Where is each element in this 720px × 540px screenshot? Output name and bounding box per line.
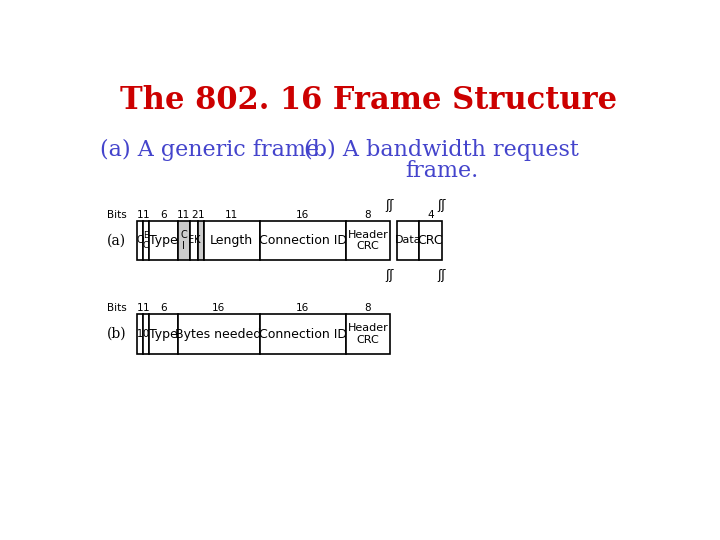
Text: 4: 4 (427, 210, 433, 220)
Text: 6: 6 (160, 210, 166, 220)
Text: 8: 8 (364, 210, 372, 220)
Text: 11: 11 (225, 210, 238, 220)
Text: Data: Data (395, 235, 421, 246)
Text: 16: 16 (212, 303, 225, 313)
Bar (260, 221, 346, 260)
Text: ʃʃ: ʃʃ (385, 268, 394, 281)
Bar (419, 221, 441, 260)
Text: CRC: CRC (418, 234, 444, 247)
Text: O: O (136, 235, 144, 246)
Text: ʃʃ: ʃʃ (385, 199, 394, 212)
Bar (138, 221, 143, 260)
Text: Header
CRC: Header CRC (348, 323, 388, 345)
Text: 16: 16 (296, 303, 310, 313)
Text: (b) A bandwidth request: (b) A bandwidth request (304, 139, 579, 161)
Bar (178, 221, 190, 260)
Text: 1: 1 (137, 329, 143, 339)
Bar (260, 314, 346, 354)
Text: Length: Length (210, 234, 253, 247)
Bar (204, 221, 260, 260)
Text: 16: 16 (296, 210, 310, 220)
Text: ʃʃ: ʃʃ (437, 199, 446, 212)
Bar (346, 314, 390, 354)
Text: 1: 1 (143, 303, 149, 313)
Text: Bits: Bits (107, 210, 126, 220)
Bar (198, 221, 204, 260)
Bar (143, 314, 148, 354)
Text: Type: Type (149, 234, 177, 247)
Text: Bits: Bits (107, 303, 126, 313)
Bar (138, 314, 143, 354)
Bar (190, 221, 198, 260)
Text: (b): (b) (107, 327, 126, 341)
Text: 1: 1 (137, 210, 143, 220)
Text: 1: 1 (198, 210, 204, 220)
Text: 6: 6 (160, 303, 166, 313)
Text: C
I: C I (181, 230, 187, 251)
Text: 1: 1 (137, 303, 143, 313)
Text: ʃʃ: ʃʃ (437, 268, 446, 281)
Text: Connection ID: Connection ID (259, 234, 347, 247)
Bar (346, 221, 390, 260)
Text: frame.: frame. (405, 160, 478, 182)
Text: E
C: E C (143, 231, 149, 250)
Text: 11: 11 (177, 210, 190, 220)
Text: Type: Type (149, 328, 177, 341)
Text: Bytes needed: Bytes needed (176, 328, 262, 341)
Bar (178, 314, 260, 354)
Bar (143, 221, 148, 260)
Text: Connection ID: Connection ID (259, 328, 347, 341)
Bar (148, 221, 178, 260)
Text: (a) A generic frame.: (a) A generic frame. (99, 139, 326, 161)
Text: 2: 2 (191, 210, 197, 220)
Text: The 802. 16 Frame Structure: The 802. 16 Frame Structure (120, 85, 618, 116)
Text: 8: 8 (364, 303, 372, 313)
Bar (397, 221, 419, 260)
Text: EK: EK (188, 235, 200, 246)
Text: 0: 0 (143, 329, 149, 339)
Text: (a): (a) (107, 233, 126, 247)
Text: Header
CRC: Header CRC (348, 230, 388, 251)
Text: 1: 1 (143, 210, 149, 220)
Bar (148, 314, 178, 354)
